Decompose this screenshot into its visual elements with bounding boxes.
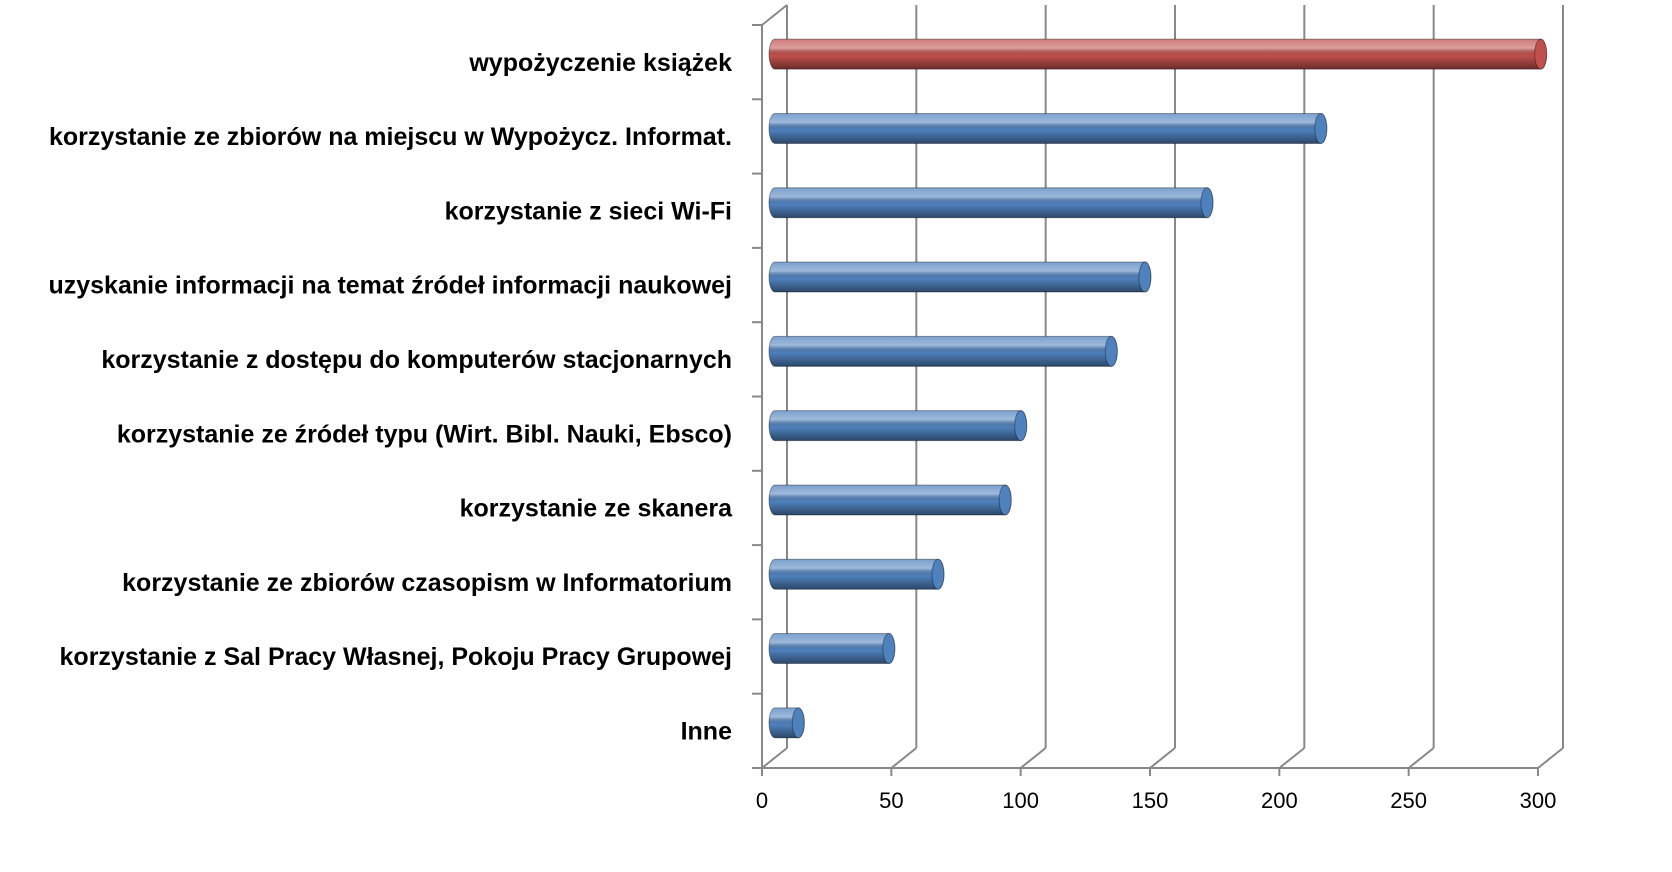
category-label: korzystanie ze zbiorów czasopism w Infor… — [122, 569, 732, 597]
x-tick-label: 250 — [1390, 788, 1427, 813]
category-label: korzystanie ze zbiorów na miejscu w Wypo… — [49, 123, 732, 151]
grid-line — [1537, 747, 1564, 769]
bar — [768, 633, 896, 665]
bar — [768, 410, 1028, 442]
grid-line — [1020, 747, 1047, 769]
grid-line — [1149, 747, 1176, 769]
bar — [768, 335, 1118, 367]
category-label: korzystanie ze skanera — [460, 495, 733, 523]
grid-line — [761, 747, 788, 769]
x-tick-label: 300 — [1520, 788, 1557, 813]
category-label: korzystanie z dostępu do komputerów stac… — [101, 346, 732, 374]
x-tick-label: 100 — [1002, 788, 1039, 813]
category-label: uzyskanie informacji na temat źródeł inf… — [48, 272, 732, 300]
category-label: wypożyczenie książek — [468, 49, 732, 77]
x-tick-label: 150 — [1132, 788, 1169, 813]
bar — [768, 38, 1548, 70]
grid-line — [1278, 747, 1305, 769]
bar — [768, 558, 945, 590]
category-label: korzystanie z sieci Wi-Fi — [445, 197, 732, 225]
grid-line — [1408, 747, 1435, 769]
bar — [768, 261, 1152, 293]
bar — [768, 187, 1214, 219]
category-label: Inne — [681, 717, 732, 745]
grid-line — [890, 747, 917, 769]
category-label: korzystanie z Sal Pracy Własnej, Pokoju … — [60, 643, 732, 671]
category-label: korzystanie ze źródeł typu (Wirt. Bibl. … — [117, 420, 732, 448]
bar — [768, 707, 805, 739]
bar — [768, 112, 1328, 144]
x-tick-label: 200 — [1261, 788, 1298, 813]
x-tick-label: 0 — [756, 788, 768, 813]
x-tick-label: 50 — [879, 788, 903, 813]
bar — [768, 484, 1012, 516]
axis-line — [761, 4, 788, 26]
